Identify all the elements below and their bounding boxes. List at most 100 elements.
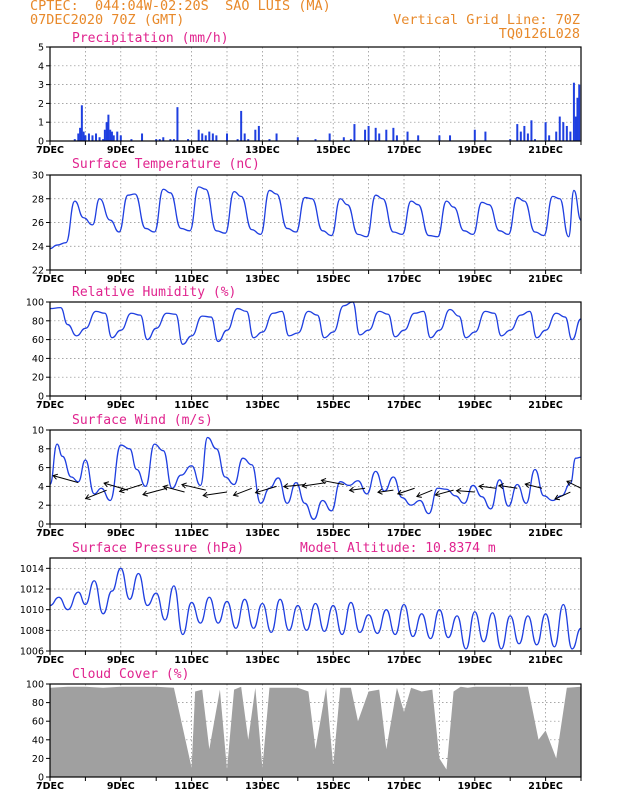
precip-bar (226, 133, 228, 141)
precip-bar (509, 139, 512, 141)
wind-arrow-head (84, 494, 91, 500)
precip-bar (548, 135, 551, 141)
precip-bar (197, 129, 200, 141)
x-tick-label: 19DEC (458, 274, 493, 285)
wind-arrow-head (478, 483, 484, 490)
series-line (49, 186, 582, 250)
wind-arrow-shaft (349, 487, 366, 491)
precip-bar (438, 135, 441, 141)
precip-bar (91, 135, 94, 141)
wind-arrow-shaft (321, 479, 344, 486)
wind-arrow-shaft (85, 489, 107, 500)
precip-bar (107, 114, 110, 141)
x-tick-label: 19DEC (458, 145, 493, 156)
precip-bar (158, 139, 161, 141)
wind-arrow-shaft (52, 475, 79, 484)
x-tick-label: 17DEC (387, 274, 422, 285)
x-tick-label: 21DEC (528, 655, 563, 666)
precip-bar (187, 139, 190, 141)
x-tick-label: 15DEC (316, 528, 351, 539)
y-tick-label: 4 (38, 482, 44, 493)
y-tick-label: 1014 (20, 564, 44, 575)
precip-bar (374, 127, 377, 141)
precip-bar (98, 137, 101, 141)
precip-bar (247, 139, 250, 141)
precip-bar (116, 131, 119, 141)
wind-arrow-head (455, 487, 462, 495)
precip-bar (530, 120, 533, 141)
panel-background (50, 430, 581, 524)
y-tick-label: 1 (38, 118, 44, 129)
y-tick-label: 4 (38, 61, 44, 72)
panel-frame (49, 301, 582, 397)
series-line (49, 567, 582, 650)
precip-bar (109, 129, 112, 141)
y-tick-label: 26 (32, 218, 44, 229)
wind-arrow-head (162, 484, 169, 491)
wind-arrow-shaft (479, 485, 497, 489)
precip-bar (240, 110, 243, 141)
x-tick-label: 9DEC (107, 145, 135, 156)
x-tick-label: 17DEC (387, 145, 422, 156)
x-tick-label: 11DEC (174, 781, 209, 792)
precip-bar (236, 139, 239, 141)
precip-bar (392, 127, 395, 141)
precip-bar (523, 125, 526, 141)
wind-arrow-head (377, 488, 383, 495)
x-tick-label: 9DEC (107, 400, 135, 411)
precip-bar (112, 135, 115, 141)
x-tick-label: 13DEC (245, 145, 280, 156)
y-tick-label: 80 (32, 698, 44, 709)
precip-bar (353, 124, 356, 141)
y-tick-label: 10 (32, 426, 44, 437)
x-tick-label: 15DEC (316, 781, 351, 792)
precip-bar (176, 107, 179, 141)
y-tick-label: 1006 (20, 647, 44, 658)
y-tick-label: 2 (38, 99, 44, 110)
header-right1: Vertical Grid Line: 70Z (393, 12, 580, 28)
wind-arrow-shaft (456, 490, 475, 493)
wind-arrow-shaft (525, 483, 543, 489)
wind-arrow-shaft (103, 482, 129, 491)
precip-bar (555, 131, 558, 141)
precip-bar (102, 139, 105, 141)
wind-arrow-head (103, 481, 110, 488)
x-tick-label: 9DEC (107, 655, 135, 666)
wind-arrow-head (434, 491, 441, 498)
y-tick-label: 22 (32, 266, 44, 277)
precip-bar (378, 133, 381, 141)
panel-title: Surface Pressure (hPa) (72, 541, 244, 556)
precip-bar (417, 135, 420, 141)
precip-bar (79, 127, 82, 141)
panel-title: Surface Temperature (nC) (72, 157, 260, 172)
panel-frame (49, 46, 582, 142)
panel-frame (49, 429, 582, 525)
y-tick-label: 40 (32, 735, 44, 746)
wind-arrow-shaft (163, 485, 185, 493)
wind-arrow-head (498, 483, 504, 490)
precip-bar (367, 125, 370, 141)
precip-bar (473, 129, 476, 141)
precip-bar (314, 139, 317, 141)
precip-bar (257, 125, 260, 141)
x-tick-label: 19DEC (458, 400, 493, 411)
series-line (49, 436, 582, 520)
x-tick-label: 7DEC (36, 145, 64, 156)
precip-bar (569, 131, 572, 141)
x-tick-label: 19DEC (458, 528, 493, 539)
wind-arrow-head (202, 491, 208, 499)
wind-arrow-head (232, 490, 239, 497)
wind-arrow-shaft (119, 484, 143, 492)
x-tick-label: 11DEC (174, 528, 209, 539)
precip-bar (73, 139, 76, 141)
x-tick-label: 7DEC (36, 274, 64, 285)
precip-bar (385, 129, 388, 141)
x-tick-label: 15DEC (316, 400, 351, 411)
precip-bar (130, 139, 133, 141)
x-tick-label: 13DEC (245, 655, 280, 666)
precip-bar (296, 137, 299, 141)
wind-arrow-shaft (203, 491, 228, 497)
precip-bar (268, 139, 271, 141)
precip-bar (576, 97, 579, 141)
wind-arrow-shaft (397, 487, 415, 495)
